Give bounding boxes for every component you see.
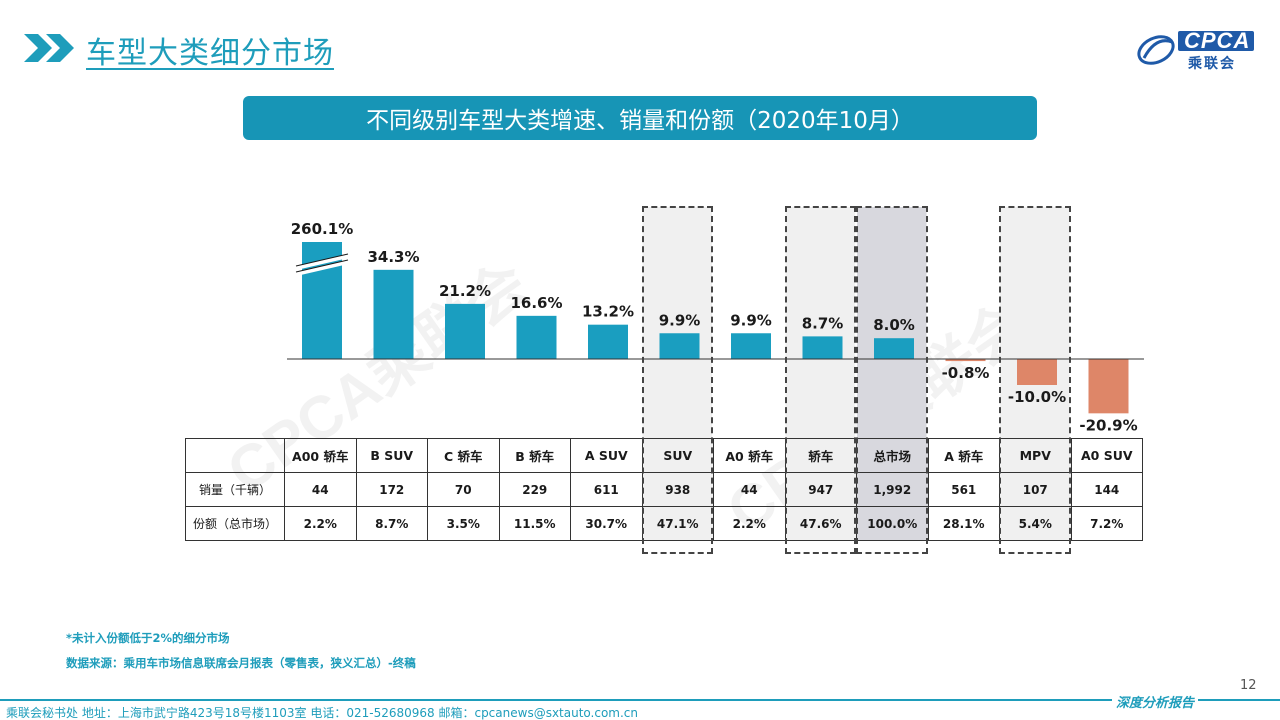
- category-label: C 轿车: [427, 438, 500, 473]
- table-cell: 2.2%: [284, 506, 357, 541]
- chevron-arrows-icon: [24, 34, 74, 62]
- bar-总市场: [874, 338, 914, 359]
- table-cell: 70: [427, 472, 500, 507]
- category-label: A 轿车: [927, 438, 1000, 473]
- table-cell: 47.1%: [641, 506, 714, 541]
- category-label: B SUV: [355, 438, 428, 473]
- highlight-band: [785, 207, 855, 438]
- category-label: MPV: [999, 438, 1072, 473]
- axis-break-mark: [295, 260, 349, 276]
- table-row-sales: 销量（千辆） 44 172 70 229 611 938 44 947 1,992 561 107 1…: [185, 472, 1143, 507]
- data-label: -0.8%: [942, 364, 990, 382]
- bar-A0-SUV: [1088, 359, 1129, 414]
- table-cell: 47.6%: [784, 506, 857, 541]
- data-label: -20.9%: [1079, 416, 1137, 434]
- highlight-band: [857, 207, 927, 438]
- data-label: 8.0%: [873, 316, 915, 334]
- table-row-share: 份额（总市场） 2.2% 8.7% 3.5% 11.5% 30.7% 47.1% 2.2% 4…: [185, 506, 1143, 541]
- table-cell: 2.2%: [713, 506, 786, 541]
- bar-B-SUV: [373, 269, 414, 359]
- bar-A-轿车: [945, 359, 986, 362]
- table-cell: 8.7%: [355, 506, 428, 541]
- table-cell: 144: [1070, 472, 1143, 507]
- data-label: 8.7%: [802, 314, 844, 332]
- logo-text: CPCA: [1184, 28, 1251, 53]
- data-label: 260.1%: [291, 220, 353, 238]
- page-title: 车型大类细分市场: [86, 36, 334, 71]
- data-label: 9.9%: [659, 311, 701, 329]
- category-label: 总市场: [856, 438, 929, 473]
- footer-contact: 乘联会秘书处 地址：上海市武宁路423号18号楼1103室 电话：021-526…: [6, 706, 639, 720]
- data-label: -10.0%: [1008, 388, 1066, 406]
- category-label: A SUV: [570, 438, 643, 473]
- category-label: A0 SUV: [1070, 438, 1143, 473]
- data-table: A00 轿车 B SUV C 轿车 B 轿车 A SUV SUV A0 轿车 轿车 总市场 A 轿…: [185, 438, 1143, 541]
- logo-subtext: 乘联会: [1188, 56, 1236, 72]
- table-cell: 44: [284, 472, 357, 507]
- cpca-logo: [1137, 31, 1254, 65]
- axis-break-mark: [295, 254, 349, 270]
- bar-C-轿车: [445, 303, 485, 359]
- table-header-row: A00 轿车 B SUV C 轿车 B 轿车 A SUV SUV A0 轿车 轿车 总市场 A 轿…: [185, 438, 1143, 473]
- table-cell: 229: [498, 472, 571, 507]
- table-cell: 3.5%: [427, 506, 500, 541]
- category-label: SUV: [641, 438, 714, 473]
- table-cell: 44: [713, 472, 786, 507]
- table-cell: 30.7%: [570, 506, 643, 541]
- data-label: 16.6%: [510, 294, 562, 312]
- table-cell: 5.4%: [999, 506, 1072, 541]
- table-cell: 172: [355, 472, 428, 507]
- table-cell: 1,992: [856, 472, 929, 507]
- bar-SUV: [659, 333, 700, 359]
- table-cell: 611: [570, 472, 643, 507]
- bar-A-SUV: [588, 324, 628, 359]
- table-cell: 11.5%: [498, 506, 571, 541]
- bar-MPV: [1017, 359, 1057, 385]
- table-cell: 7.2%: [1070, 506, 1143, 541]
- table-cell: 28.1%: [927, 506, 1000, 541]
- category-label: B 轿车: [498, 438, 571, 473]
- table-cell: 947: [784, 472, 857, 507]
- highlight-band: [1000, 207, 1070, 438]
- bar-A0-轿车: [731, 333, 771, 359]
- category-label: A00 轿车: [284, 438, 357, 473]
- row-label: 销量（千辆）: [185, 472, 285, 507]
- bar-轿车: [802, 336, 843, 359]
- table-corner-cell: [185, 438, 285, 473]
- footnote-source: 数据来源：乘用车市场信息联席会月报表（零售表，狭义汇总）-终稿: [66, 656, 416, 670]
- table-cell: 100.0%: [856, 506, 929, 541]
- category-label: A0 轿车: [713, 438, 786, 473]
- data-label: 34.3%: [367, 248, 419, 266]
- footnote-share: *未计入份额低于2%的细分市场: [66, 631, 230, 645]
- axis-break-mark: [295, 259, 349, 273]
- bar-B-轿车: [516, 315, 557, 359]
- table-cell: 561: [927, 472, 1000, 507]
- category-label: 轿车: [784, 438, 857, 473]
- page-number: 12: [1240, 678, 1257, 693]
- footer-divider: [0, 699, 1100, 701]
- table-cell: 938: [641, 472, 714, 507]
- data-label: 9.9%: [730, 311, 772, 329]
- chart-banner-title: 不同级别车型大类增速、销量和份额（2020年10月）: [243, 96, 1037, 140]
- table-cell: 107: [999, 472, 1072, 507]
- data-label: 21.2%: [439, 282, 491, 300]
- row-label: 份额（总市场）: [185, 506, 285, 541]
- axis-break-mark: [295, 253, 349, 267]
- footer-report-label: 深度分析报告: [1112, 692, 1199, 711]
- data-label: 13.2%: [582, 303, 634, 321]
- highlight-band: [642, 207, 712, 438]
